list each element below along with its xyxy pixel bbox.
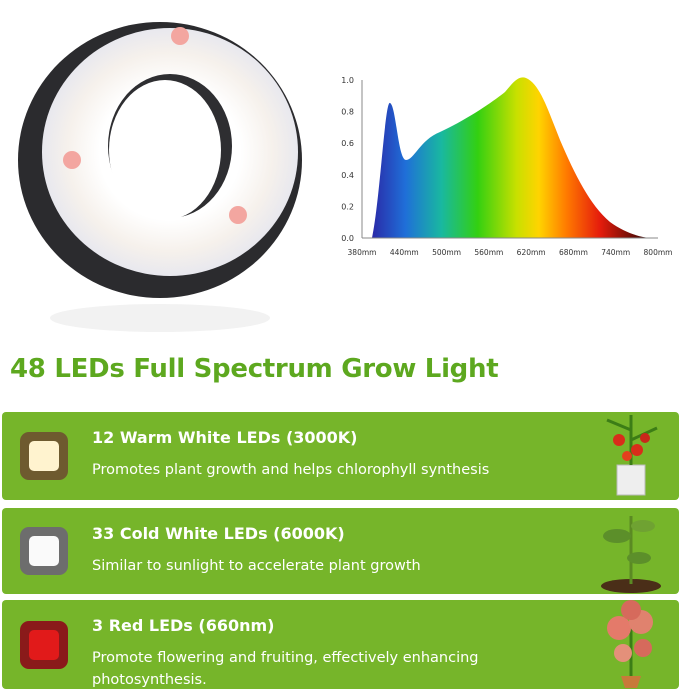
feature-panel: 12 Warm White LEDs (3000K) Promotes plant… <box>2 412 679 500</box>
y-tick-label: 1.0 <box>341 76 354 85</box>
feature-panel: 33 Cold White LEDs (6000K) Similar to sun… <box>2 508 679 594</box>
spectrum-curve <box>372 77 650 238</box>
x-tick-label: 680mm <box>559 248 588 257</box>
feature-description: Promotes plant growth and helps chloroph… <box>92 462 490 478</box>
spectrum-chart: 0.0 0.2 0.4 0.6 0.8 1.0 380mm 440mm 500mm 560mm 62… <box>341 76 672 257</box>
y-tick-label: 0.8 <box>341 108 354 117</box>
feature-title: 3 Red LEDs (660nm) <box>92 616 275 635</box>
feature-description: Similar to sunlight to accelerate plant … <box>92 558 421 574</box>
red-leds <box>63 27 247 224</box>
x-tick-label: 800mm <box>644 248 673 257</box>
plant-image <box>606 415 658 496</box>
y-tick-label: 0.0 <box>341 234 354 243</box>
led-icon <box>20 527 68 575</box>
feature-title: 33 Cold White LEDs (6000K) <box>92 524 345 543</box>
x-tick-label: 380mm <box>348 248 377 257</box>
led-icon <box>20 620 68 669</box>
plant-image <box>607 600 653 688</box>
led-icon-face <box>29 629 59 660</box>
led-icon-face <box>29 441 59 471</box>
y-tick-label: 0.4 <box>341 171 354 180</box>
x-tick-label: 560mm <box>474 248 503 257</box>
led-icon-face <box>29 536 59 566</box>
product-visual: 0.0 0.2 0.4 0.6 0.8 1.0 380mm 440mm 500mm 560mm 62… <box>18 22 672 332</box>
x-tick-label: 740mm <box>601 248 630 257</box>
ring-hole <box>109 80 221 220</box>
shadow <box>50 304 270 332</box>
feature-panel: 3 Red LEDs (660nm) Promote flowering and … <box>2 600 679 689</box>
x-tick-label: 440mm <box>390 248 419 257</box>
heading: 48 LEDs Full Spectrum Grow Light <box>10 354 499 384</box>
feature-description: Promote flowering and fruiting, effectiv… <box>92 650 479 688</box>
x-tick-label: 500mm <box>432 248 461 257</box>
y-tick-label: 0.2 <box>341 202 354 211</box>
feature-title: 12 Warm White LEDs (3000K) <box>92 428 358 447</box>
plant-image <box>601 516 661 593</box>
x-tick-label: 620mm <box>517 248 546 257</box>
led-icon <box>20 432 68 480</box>
y-tick-label: 0.6 <box>341 139 354 148</box>
